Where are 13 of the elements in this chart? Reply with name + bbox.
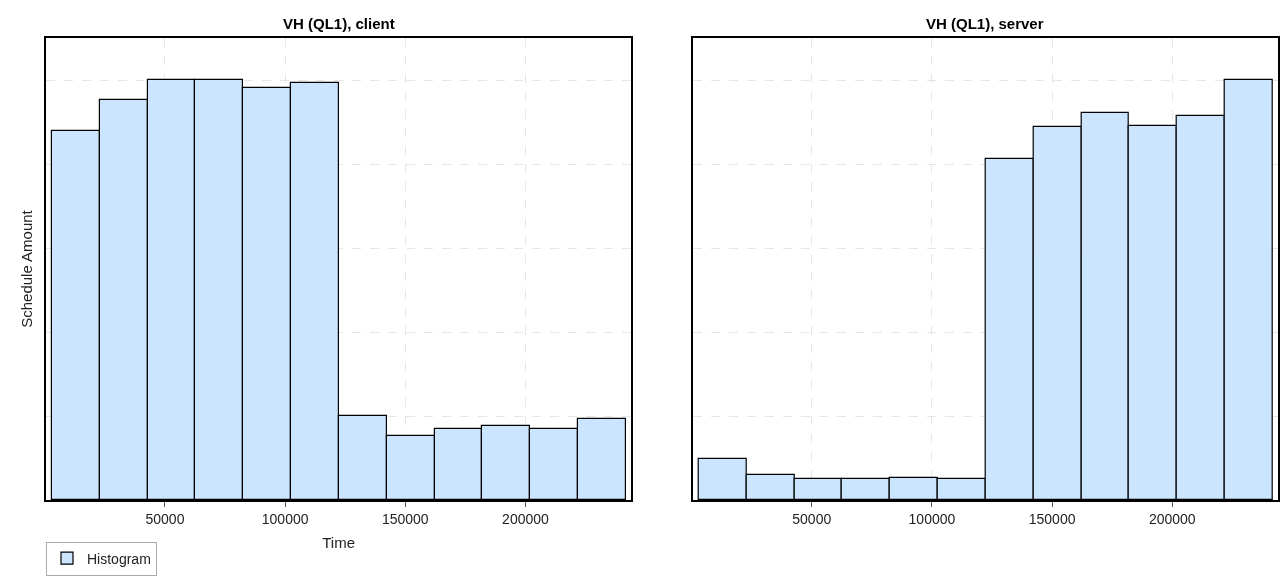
x-tick-label: 150000: [1028, 510, 1076, 527]
x-tick-label: 50000: [792, 510, 832, 527]
x-tick-label: 100000: [908, 510, 956, 527]
x-tick-label: 150000: [381, 510, 429, 527]
x-axis-title: Time: [322, 534, 355, 552]
legend-label: Histogram: [87, 550, 151, 567]
chart-title: VH (QL1), client: [283, 15, 395, 32]
x-tick-label: 200000: [502, 510, 550, 527]
chart-title: VH (QL1), server: [926, 15, 1044, 32]
x-tick-label: 100000: [261, 510, 309, 527]
x-tick-label: 200000: [1148, 510, 1196, 527]
x-tick-label: 50000: [145, 510, 185, 527]
y-axis-title: Schedule Amount: [18, 209, 35, 328]
